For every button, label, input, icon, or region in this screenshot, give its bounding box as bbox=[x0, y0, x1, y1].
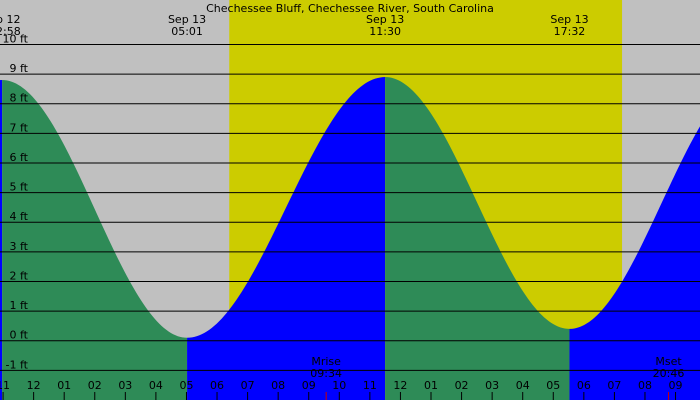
y-tick-label: 10 ft bbox=[3, 32, 29, 45]
hour-tick-label: 11 bbox=[363, 379, 377, 392]
y-tick-label: 0 ft bbox=[10, 329, 29, 342]
y-tick-label: 9 ft bbox=[10, 62, 29, 75]
extreme-time-label: 17:32 bbox=[554, 25, 586, 38]
y-tick-label: 8 ft bbox=[10, 92, 29, 105]
hour-tick-label: 04 bbox=[516, 379, 530, 392]
tide-area-layer bbox=[0, 77, 700, 400]
extreme-time-label: 05:01 bbox=[171, 25, 203, 38]
moon-event-name: Mrise bbox=[311, 355, 341, 368]
extreme-date-label: Sep 13 bbox=[366, 13, 404, 26]
hour-tick-label: 03 bbox=[485, 379, 499, 392]
y-tick-label: 7 ft bbox=[10, 121, 29, 134]
extreme-date-label: p 12 bbox=[0, 13, 20, 26]
hour-tick-label: 09 bbox=[302, 379, 316, 392]
hour-tick-label: 01 bbox=[57, 379, 71, 392]
y-tick-label: 1 ft bbox=[10, 299, 29, 312]
hour-tick-label: 02 bbox=[455, 379, 469, 392]
extreme-time-label: 11:30 bbox=[369, 25, 401, 38]
hour-tick-label: 09 bbox=[669, 379, 683, 392]
y-tick-label: -1 ft bbox=[6, 358, 29, 371]
moon-event-time: 20:46 bbox=[653, 367, 685, 380]
y-tick-label-layer: 10 ft 9 ft 8 ft 7 ft 6 ft 5 ft 4 ft 3 ft 2 ft 1 f… bbox=[3, 32, 29, 371]
y-tick-label: 5 ft bbox=[10, 181, 29, 194]
hour-tick-label: 05 bbox=[546, 379, 560, 392]
hour-tick-label: 12 bbox=[27, 379, 41, 392]
moon-event-name: Mset bbox=[655, 355, 682, 368]
hour-tick-label: 11 bbox=[0, 379, 10, 392]
hour-tick-label: 08 bbox=[271, 379, 285, 392]
extreme-time-label: 2:58 bbox=[0, 25, 21, 38]
hour-tick-label: 06 bbox=[577, 379, 591, 392]
hour-tick-layer: 11 12 01 02 03 04 05 06 07 08 09 10 11 12 01 02 03 04 05 06… bbox=[0, 379, 683, 400]
extreme-date-label: Sep 13 bbox=[550, 13, 588, 26]
hour-tick-label: 10 bbox=[332, 379, 346, 392]
hour-tick-label: 08 bbox=[638, 379, 652, 392]
moon-event-time: 09:34 bbox=[310, 367, 342, 380]
y-tick-label: 6 ft bbox=[10, 151, 29, 164]
hour-tick-label: 02 bbox=[88, 379, 102, 392]
extreme-date-label: Sep 13 bbox=[168, 13, 206, 26]
falling-tide-area bbox=[385, 77, 570, 400]
rising-tide-area bbox=[0, 80, 3, 400]
rising-tide-area bbox=[187, 77, 386, 400]
rising-tide-area bbox=[569, 126, 700, 400]
hour-tick-label: 01 bbox=[424, 379, 438, 392]
hour-tick-label: 05 bbox=[179, 379, 193, 392]
falling-tide-area bbox=[2, 80, 188, 400]
hour-tick-label: 03 bbox=[118, 379, 132, 392]
hour-tick-label: 06 bbox=[210, 379, 224, 392]
hour-tick-label: 04 bbox=[149, 379, 163, 392]
y-tick-label: 3 ft bbox=[10, 240, 29, 253]
hour-tick-label: 12 bbox=[393, 379, 407, 392]
y-tick-label: 2 ft bbox=[10, 269, 29, 282]
hour-tick-label: 07 bbox=[241, 379, 255, 392]
y-tick-label: 4 ft bbox=[10, 210, 29, 223]
gridline-layer bbox=[0, 43, 700, 371]
hour-tick-label: 07 bbox=[607, 379, 621, 392]
chart-title: Chechessee Bluff, Chechessee River, Sout… bbox=[206, 2, 494, 15]
